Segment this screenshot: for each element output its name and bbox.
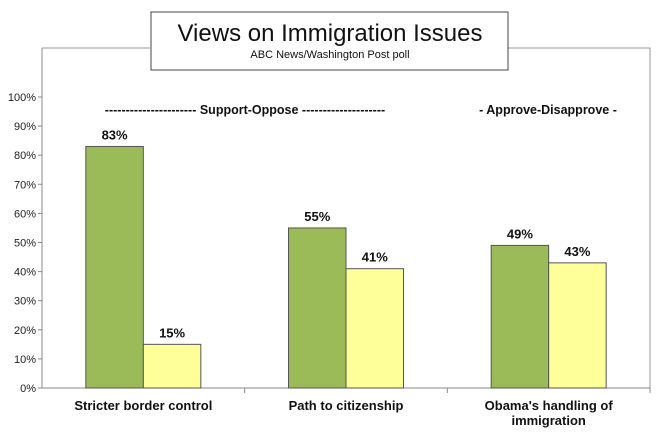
y-tick-label: 60%: [14, 208, 36, 220]
x-category-label: Stricter border control: [74, 398, 212, 413]
data-label: 49%: [507, 226, 533, 241]
title-box-border: [150, 11, 509, 71]
x-category-label: Path to citizenship: [289, 398, 404, 413]
chart-title: Views on Immigration Issues: [177, 20, 482, 47]
y-tick-label: 0%: [20, 383, 36, 395]
bar-support-1: [288, 227, 347, 389]
data-label: 15%: [159, 325, 185, 340]
y-tick-label: 10%: [14, 354, 36, 366]
bar-oppose-2: [548, 262, 607, 389]
bar-support-0: [85, 145, 144, 389]
bar-support-2: [490, 244, 550, 389]
frame-top-right: [508, 47, 651, 388]
group-label-approve-disapprove: - Approve-Disapprove -: [479, 103, 617, 117]
group-label-support-oppose: ---------------------- Support-Oppose --…: [105, 103, 385, 117]
chart-subtitle: ABC News/Washington Post poll: [250, 49, 409, 61]
y-tick-label: 70%: [14, 179, 36, 191]
y-tick-label: 30%: [14, 296, 36, 308]
y-tick-label: 40%: [14, 267, 36, 279]
y-tick-label: 20%: [14, 325, 36, 337]
y-tick-label: 100%: [8, 92, 36, 104]
bar-oppose-0: [142, 343, 202, 389]
data-label: 55%: [304, 209, 330, 224]
bar-oppose-1: [345, 268, 404, 389]
y-tick-label: 50%: [14, 238, 36, 250]
title-box: Views on Immigration Issues ABC News/Was…: [150, 11, 509, 71]
data-label: 83%: [102, 127, 128, 142]
y-tick-label: 80%: [14, 150, 36, 162]
x-category-label: Obama's handling of immigration: [485, 398, 614, 428]
data-label: 41%: [362, 250, 388, 265]
data-label: 43%: [564, 244, 590, 259]
y-tick-label: 90%: [14, 121, 36, 133]
